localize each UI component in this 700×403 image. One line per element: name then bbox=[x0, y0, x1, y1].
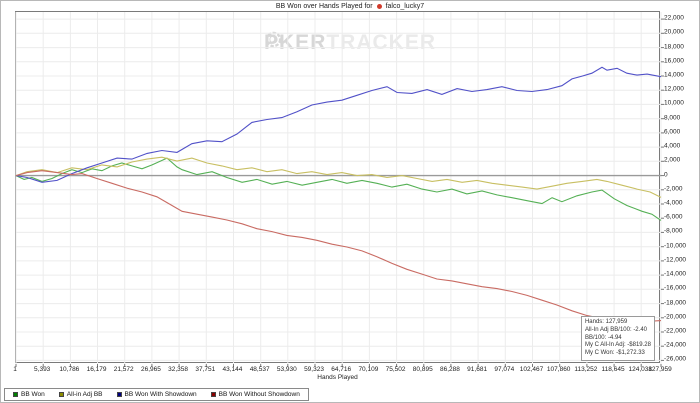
stats-line: My C All-In Adj: -$819.28 bbox=[584, 342, 651, 349]
legend-label: BB Won Without Showdown bbox=[218, 391, 300, 398]
y-tick-label: -4,000 bbox=[664, 199, 683, 207]
y-tick-label: -10,000 bbox=[664, 242, 687, 250]
pokertracker-watermark: P KERTRACKER bbox=[264, 31, 436, 55]
stats-line: All-In Adj BB/100: -2.40 bbox=[584, 326, 647, 333]
y-tick-label: 10,000 bbox=[664, 99, 684, 107]
y-tick-label: -20,000 bbox=[664, 313, 687, 321]
chart-title-text: BB Won over Hands Played for bbox=[275, 3, 373, 10]
y-tick-label: -14,000 bbox=[664, 270, 687, 278]
chart-title: BB Won over Hands Played for falco_lucky… bbox=[1, 3, 699, 10]
x-tick-label: 124,038 bbox=[628, 366, 652, 373]
plot-area[interactable]: P KERTRACKER Hands: 127,959 All-In Adj BB/… bbox=[15, 11, 664, 367]
y-tick-label: 4,000 bbox=[664, 142, 681, 150]
x-tick-label: 113,252 bbox=[574, 366, 598, 373]
legend: BB Won All-in Adj BB BB Won With Showdown B… bbox=[4, 388, 309, 401]
y-tick-label: 14,000 bbox=[664, 71, 684, 79]
x-tick-label: 43,144 bbox=[222, 366, 243, 373]
y-tick-label: -18,000 bbox=[664, 299, 687, 307]
stats-line: My C Won: -$1,272.33 bbox=[584, 350, 645, 357]
x-tick-label: 102,467 bbox=[519, 366, 544, 373]
x-tick-label: 48,537 bbox=[249, 366, 270, 373]
x-tick-label: 32,358 bbox=[168, 366, 189, 373]
chart-canvas bbox=[15, 12, 664, 367]
x-tick-label: 127,959 bbox=[648, 366, 672, 373]
stats-line: BB/100: -4.94 bbox=[584, 334, 622, 341]
x-tick-label: 37,751 bbox=[195, 366, 216, 373]
y-tick-label: 6,000 bbox=[664, 128, 681, 136]
legend-item: BB Won With Showdown bbox=[116, 391, 197, 398]
stats-line: Hands: 127,959 bbox=[584, 319, 628, 326]
x-tick-label: 16,179 bbox=[86, 366, 107, 373]
y-tick-label: -24,000 bbox=[664, 341, 687, 349]
y-tick-label: 20,000 bbox=[664, 28, 684, 36]
y-tick-label: -26,000 bbox=[664, 355, 687, 363]
x-tick-label: 107,860 bbox=[546, 366, 571, 373]
y-tick-label: -16,000 bbox=[664, 284, 687, 292]
x-tick-label: 10,786 bbox=[59, 366, 80, 373]
legend-item: BB Won bbox=[13, 391, 45, 398]
x-tick-label: 26,965 bbox=[140, 366, 161, 373]
x-tick-label: 53,930 bbox=[276, 366, 297, 373]
y-tick-label: -22,000 bbox=[664, 327, 687, 335]
watermark-text-tracker: TRACKER bbox=[326, 31, 437, 54]
x-tick-label: 5,393 bbox=[34, 366, 51, 373]
x-tick-label: 1 bbox=[13, 366, 17, 373]
legend-item: All-in Adj BB bbox=[58, 391, 103, 398]
y-tick-label: 18,000 bbox=[664, 43, 684, 51]
watermark-text-ker: KER bbox=[279, 31, 327, 54]
legend-label: BB Won With Showdown bbox=[124, 391, 197, 398]
y-tick-label: -12,000 bbox=[664, 256, 687, 264]
y-tick-label: 2,000 bbox=[664, 156, 681, 164]
y-tick-label: -6,000 bbox=[664, 213, 683, 221]
x-tick-label: 86,288 bbox=[439, 366, 460, 373]
player-name: falco_lucky7 bbox=[385, 3, 425, 10]
x-axis-title: Hands Played bbox=[317, 374, 358, 381]
x-tick-label: 91,681 bbox=[467, 366, 488, 373]
x-tick-label: 118,645 bbox=[601, 366, 625, 373]
y-tick-label: 8,000 bbox=[664, 114, 681, 122]
legend-swatch-icon bbox=[210, 392, 216, 397]
legend-swatch-icon bbox=[116, 392, 122, 397]
y-tick-label: 0 bbox=[664, 171, 668, 179]
y-tick-label: -2,000 bbox=[664, 185, 683, 193]
y-tick-label: 16,000 bbox=[664, 57, 684, 65]
legend-label: BB Won bbox=[21, 391, 45, 398]
y-tick-label: 22,000 bbox=[664, 14, 684, 22]
legend-item: BB Won Without Showdown bbox=[210, 391, 300, 398]
x-tick-label: 80,895 bbox=[412, 366, 433, 373]
y-tick-label: -8,000 bbox=[664, 227, 683, 235]
legend-swatch-icon bbox=[58, 392, 64, 397]
x-tick-label: 21,572 bbox=[113, 366, 134, 373]
x-tick-label: 70,109 bbox=[358, 366, 379, 373]
x-tick-label: 75,502 bbox=[385, 366, 406, 373]
x-tick-label: 97,074 bbox=[494, 366, 515, 373]
x-tick-label: 64,716 bbox=[331, 366, 352, 373]
stats-box: Hands: 127,959 All-In Adj BB/100: -2.40 BB… bbox=[580, 316, 655, 361]
site-icon bbox=[376, 3, 382, 9]
x-tick-label: 59,323 bbox=[304, 366, 324, 373]
y-tick-label: 12,000 bbox=[664, 85, 684, 93]
legend-swatch-icon bbox=[13, 392, 18, 397]
legend-label: All-in Adj BB bbox=[66, 391, 103, 398]
